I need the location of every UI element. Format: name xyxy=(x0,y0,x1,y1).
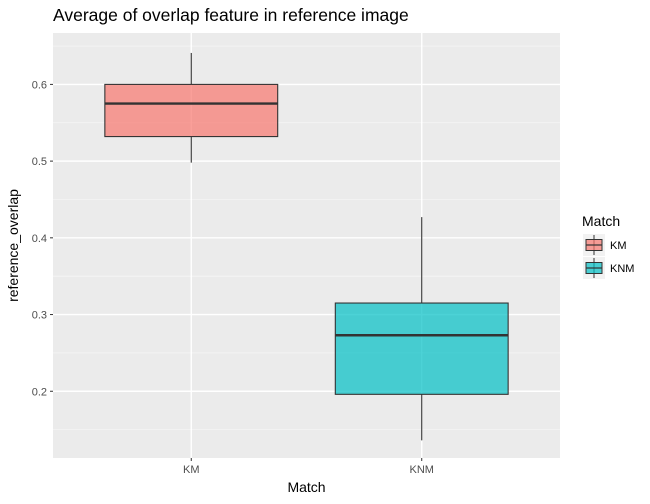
x-axis-label: Match xyxy=(287,479,325,495)
x-tick-label: KM xyxy=(183,464,200,476)
y-tick-label: 0.5 xyxy=(32,156,47,168)
y-tick-label: 0.6 xyxy=(32,79,47,91)
legend-title: Match xyxy=(582,213,620,229)
boxes xyxy=(104,52,509,441)
y-tick-label: 0.2 xyxy=(32,386,47,398)
x-axis: KM KNM xyxy=(183,458,434,476)
chart-title: Average of overlap feature in reference … xyxy=(53,5,409,25)
box-knm xyxy=(334,302,509,395)
box-km xyxy=(104,83,279,138)
grid-minor xyxy=(53,45,560,431)
y-tick-label: 0.4 xyxy=(32,233,47,245)
x-tick-label: KNM xyxy=(410,464,434,476)
y-tick-label: 0.3 xyxy=(32,310,47,322)
y-axis-label: reference_overlap xyxy=(5,189,21,302)
legend: Match KM KNM xyxy=(582,213,634,279)
y-axis: 0.2 0.3 0.4 0.5 0.6 xyxy=(32,79,53,398)
legend-label: KNM xyxy=(610,263,634,275)
legend-label: KM xyxy=(610,240,627,252)
